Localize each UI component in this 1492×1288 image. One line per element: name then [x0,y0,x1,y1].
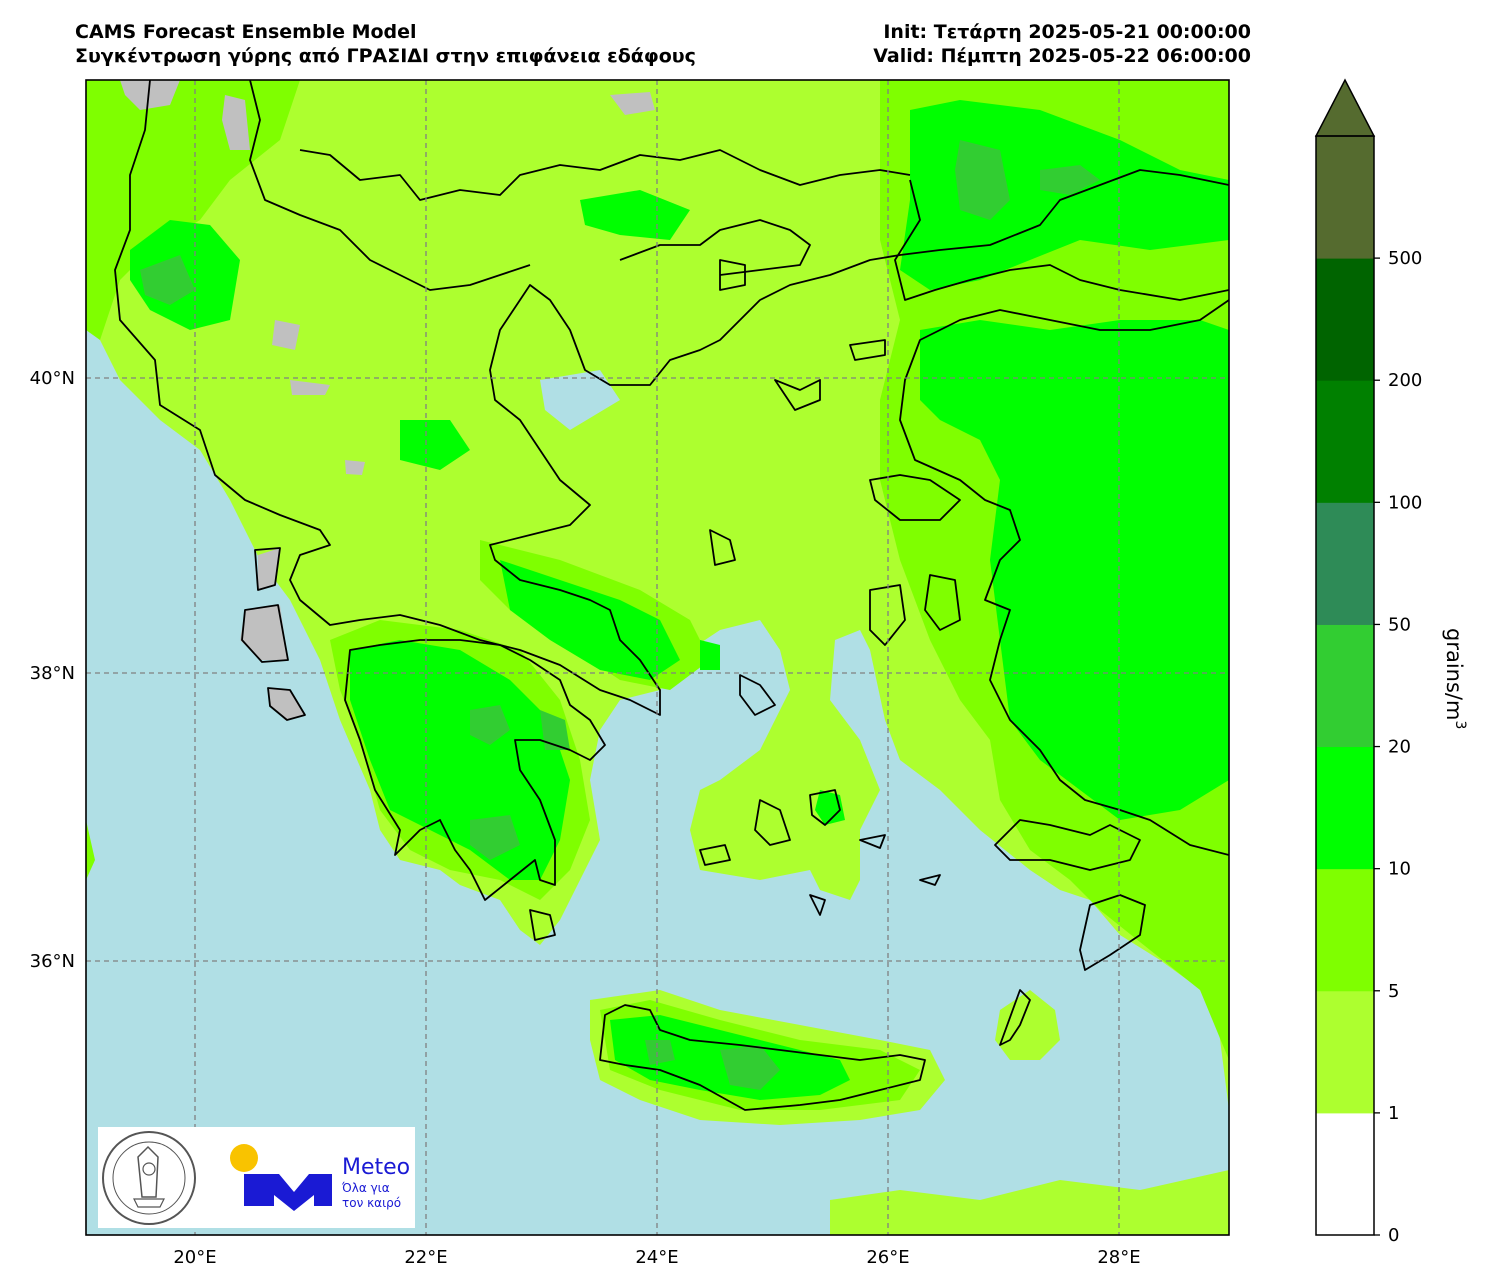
map-title-line-1: CAMS Forecast Ensemble Model [75,21,417,43]
colorbar-segment [1316,746,1374,870]
colorbar-segment [1316,990,1374,1114]
map-title-line-2: Συγκέντρωση γύρης από ΓΡΑΣΙΔΙ στην επιφά… [75,45,696,67]
colorbar-tick-label: 10 [1388,859,1411,880]
noa-seal-logo [102,1131,196,1225]
gridlines [86,80,1229,1235]
colorbar-segment [1316,1112,1374,1236]
colorbar-segment [1316,136,1374,259]
meteo-tagline-line-2: τον καιρό [342,1196,401,1210]
colorbar-tick-label: 500 [1388,248,1422,269]
map-frame [85,79,1230,1236]
meteo-logo: Meteo Όλα για τον καιρό [230,1144,410,1211]
colorbar-tick-label: 50 [1388,614,1411,635]
colorbar-label: grains/m3 [1442,628,1468,729]
coastlines [114,80,1229,1111]
colorbar-segment [1316,868,1374,992]
colorbar: 0 1 5 10 20 50 100 200 500 [1314,78,1422,1246]
colorbar-tick-label: 200 [1388,370,1422,391]
lon-tick-label: 28°E [1097,1247,1140,1268]
lat-tick-label: 36°N [30,951,75,972]
colorbar-segment [1316,380,1374,503]
map-title: CAMS Forecast Ensemble Model Συγκέντρωση… [75,20,696,68]
lon-axis: 20°E 22°E 24°E 26°E 28°E [173,1247,1140,1268]
lon-tick-label: 24°E [635,1247,678,1268]
run-times: Init: Τετάρτη 2025-05-21 00:00:00 Valid:… [873,20,1251,68]
no-data-land [120,80,655,720]
meteo-tagline-line-1: Όλα για [341,1181,390,1195]
colorbar-tick-label: 0 [1388,1225,1399,1246]
colorbar-tick-label: 20 [1388,737,1411,758]
lon-tick-label: 26°E [866,1247,909,1268]
colorbar-tick-label: 5 [1388,981,1399,1002]
colorbar-segment [1316,624,1374,748]
colorbar-extend-arrow [1314,78,1376,137]
init-time: Init: Τετάρτη 2025-05-21 00:00:00 [883,21,1251,43]
logo-panel: Meteo Όλα για τον καιρό [98,1127,415,1228]
lon-tick-label: 22°E [404,1247,447,1268]
colorbar-tick-label: 1 [1388,1103,1399,1124]
lat-tick-label: 40°N [30,368,75,389]
valid-time: Valid: Πέμπτη 2025-05-22 06:00:00 [873,45,1251,67]
map-area [86,80,1229,1235]
lat-tick-label: 38°N [30,663,75,684]
colorbar-frame [1315,135,1375,1236]
lat-axis: 40°N 38°N 36°N [30,368,75,972]
colorbar-tick-label: 100 [1388,492,1422,513]
colorbar-segment [1316,258,1374,381]
meteo-brand-name: Meteo [342,1155,410,1180]
pollen-band-20-50 [140,140,1100,1090]
colorbar-segment [1316,502,1374,625]
lon-tick-label: 20°E [173,1247,216,1268]
